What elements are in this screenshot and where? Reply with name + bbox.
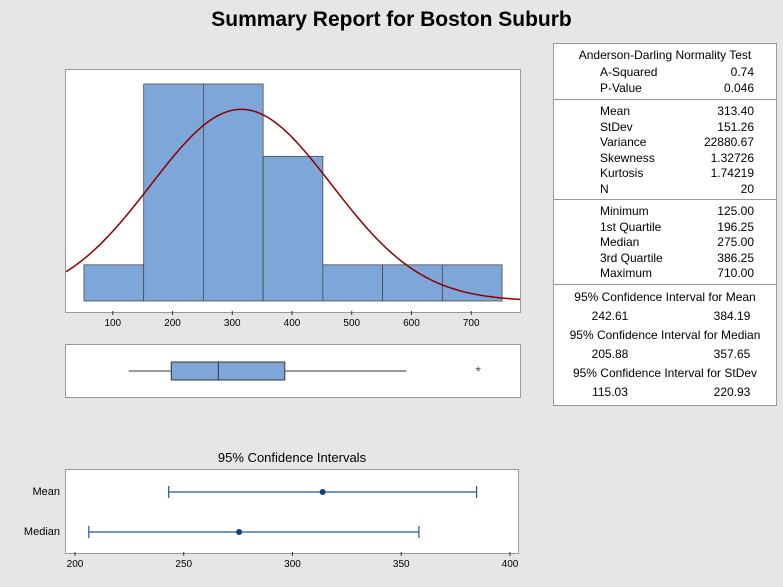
histogram-bar xyxy=(322,264,384,302)
x-tick-label: 400 xyxy=(284,318,301,329)
moments-section: Mean 313.40 StDev 151.26 Variance 22880.67 … xyxy=(554,100,776,200)
stat-row: A-Squared 0.74 xyxy=(600,65,754,79)
ci-median-values: 205.88 357.65 xyxy=(591,346,751,361)
histogram-bar xyxy=(262,155,324,302)
stat-row: Minimum 125.00 xyxy=(600,204,754,218)
histogram-bar xyxy=(441,264,503,302)
ci-panel xyxy=(65,469,519,554)
ci-plot-title: 95% Confidence Intervals xyxy=(217,450,367,465)
stat-row: P-Value 0.046 xyxy=(600,80,754,95)
ci-point-estimate xyxy=(319,489,326,495)
histogram-bar xyxy=(202,83,264,302)
histogram-bar xyxy=(83,264,145,302)
stat-row: Variance 22880.67 xyxy=(600,135,754,149)
boxplot-panel: * xyxy=(65,344,521,398)
stat-row: 1st Quartile 196.25 xyxy=(600,219,754,234)
histogram-x-axis: 100 200 300 400 500 600 700 xyxy=(104,311,480,329)
ci-row-label: Mean xyxy=(32,486,60,498)
stat-row: 3rd Quartile 386.25 xyxy=(600,250,754,265)
x-tick-label: 200 xyxy=(67,559,84,570)
histogram-bar xyxy=(143,83,204,302)
stat-row: Median 275.00 xyxy=(600,235,754,249)
x-tick-label: 200 xyxy=(164,318,181,329)
quantiles-section: Minimum 125.00 1st Quartile 196.25 Median 2… xyxy=(554,200,776,285)
report-title: Summary Report for Boston Suburb xyxy=(211,8,572,31)
x-tick-label: 500 xyxy=(343,318,360,329)
ci-stdev-title: 95% Confidence Interval for StDev xyxy=(572,365,758,380)
stat-row: Skewness 1.32726 xyxy=(600,150,754,165)
ci-chart xyxy=(88,486,478,538)
boxplot-chart: * xyxy=(128,361,481,381)
normal-fit-curve xyxy=(65,108,521,301)
x-tick-label: 600 xyxy=(403,318,420,329)
x-tick-label: 700 xyxy=(463,318,480,329)
ad-test-section: Anderson-Darling Normality Test A-Square… xyxy=(554,44,776,100)
stat-row: Kurtosis 1.74219 xyxy=(600,166,754,180)
stat-row: Mean 313.40 xyxy=(600,104,754,118)
ci-row-labels: Mean Median xyxy=(24,486,60,538)
summary-statistics-panel: Anderson-Darling Normality Test A-Square… xyxy=(553,43,777,406)
confidence-intervals-section: 95% Confidence Interval for Mean 242.61 3… xyxy=(554,285,776,402)
histogram-panel xyxy=(65,69,521,313)
stat-row: N 20 xyxy=(600,181,754,196)
box-iqr xyxy=(170,361,286,381)
x-tick-label: 300 xyxy=(284,559,301,570)
x-tick-label: 300 xyxy=(224,318,241,329)
ci-row-label: Median xyxy=(24,526,60,538)
ci-point-estimate xyxy=(236,529,243,535)
ci-median-title: 95% Confidence Interval for Median xyxy=(569,327,761,342)
x-tick-label: 250 xyxy=(175,559,192,570)
ci-mean-values: 242.61 384.19 xyxy=(591,308,751,323)
ci-x-axis: 200 250 300 350 400 xyxy=(67,552,519,570)
x-tick-label: 100 xyxy=(104,318,121,329)
stat-row: Maximum 710.00 xyxy=(600,266,754,280)
ci-stdev-values: 115.03 220.93 xyxy=(592,384,751,399)
ad-test-title: Anderson-Darling Normality Test xyxy=(578,48,752,62)
outlier-marker: * xyxy=(475,363,481,379)
histogram-bar xyxy=(382,264,443,302)
histogram-chart xyxy=(65,83,521,302)
x-tick-label: 400 xyxy=(502,559,519,570)
x-tick-label: 350 xyxy=(393,559,410,570)
stat-row: StDev 151.26 xyxy=(600,119,754,134)
ci-mean-title: 95% Confidence Interval for Mean xyxy=(574,289,756,304)
